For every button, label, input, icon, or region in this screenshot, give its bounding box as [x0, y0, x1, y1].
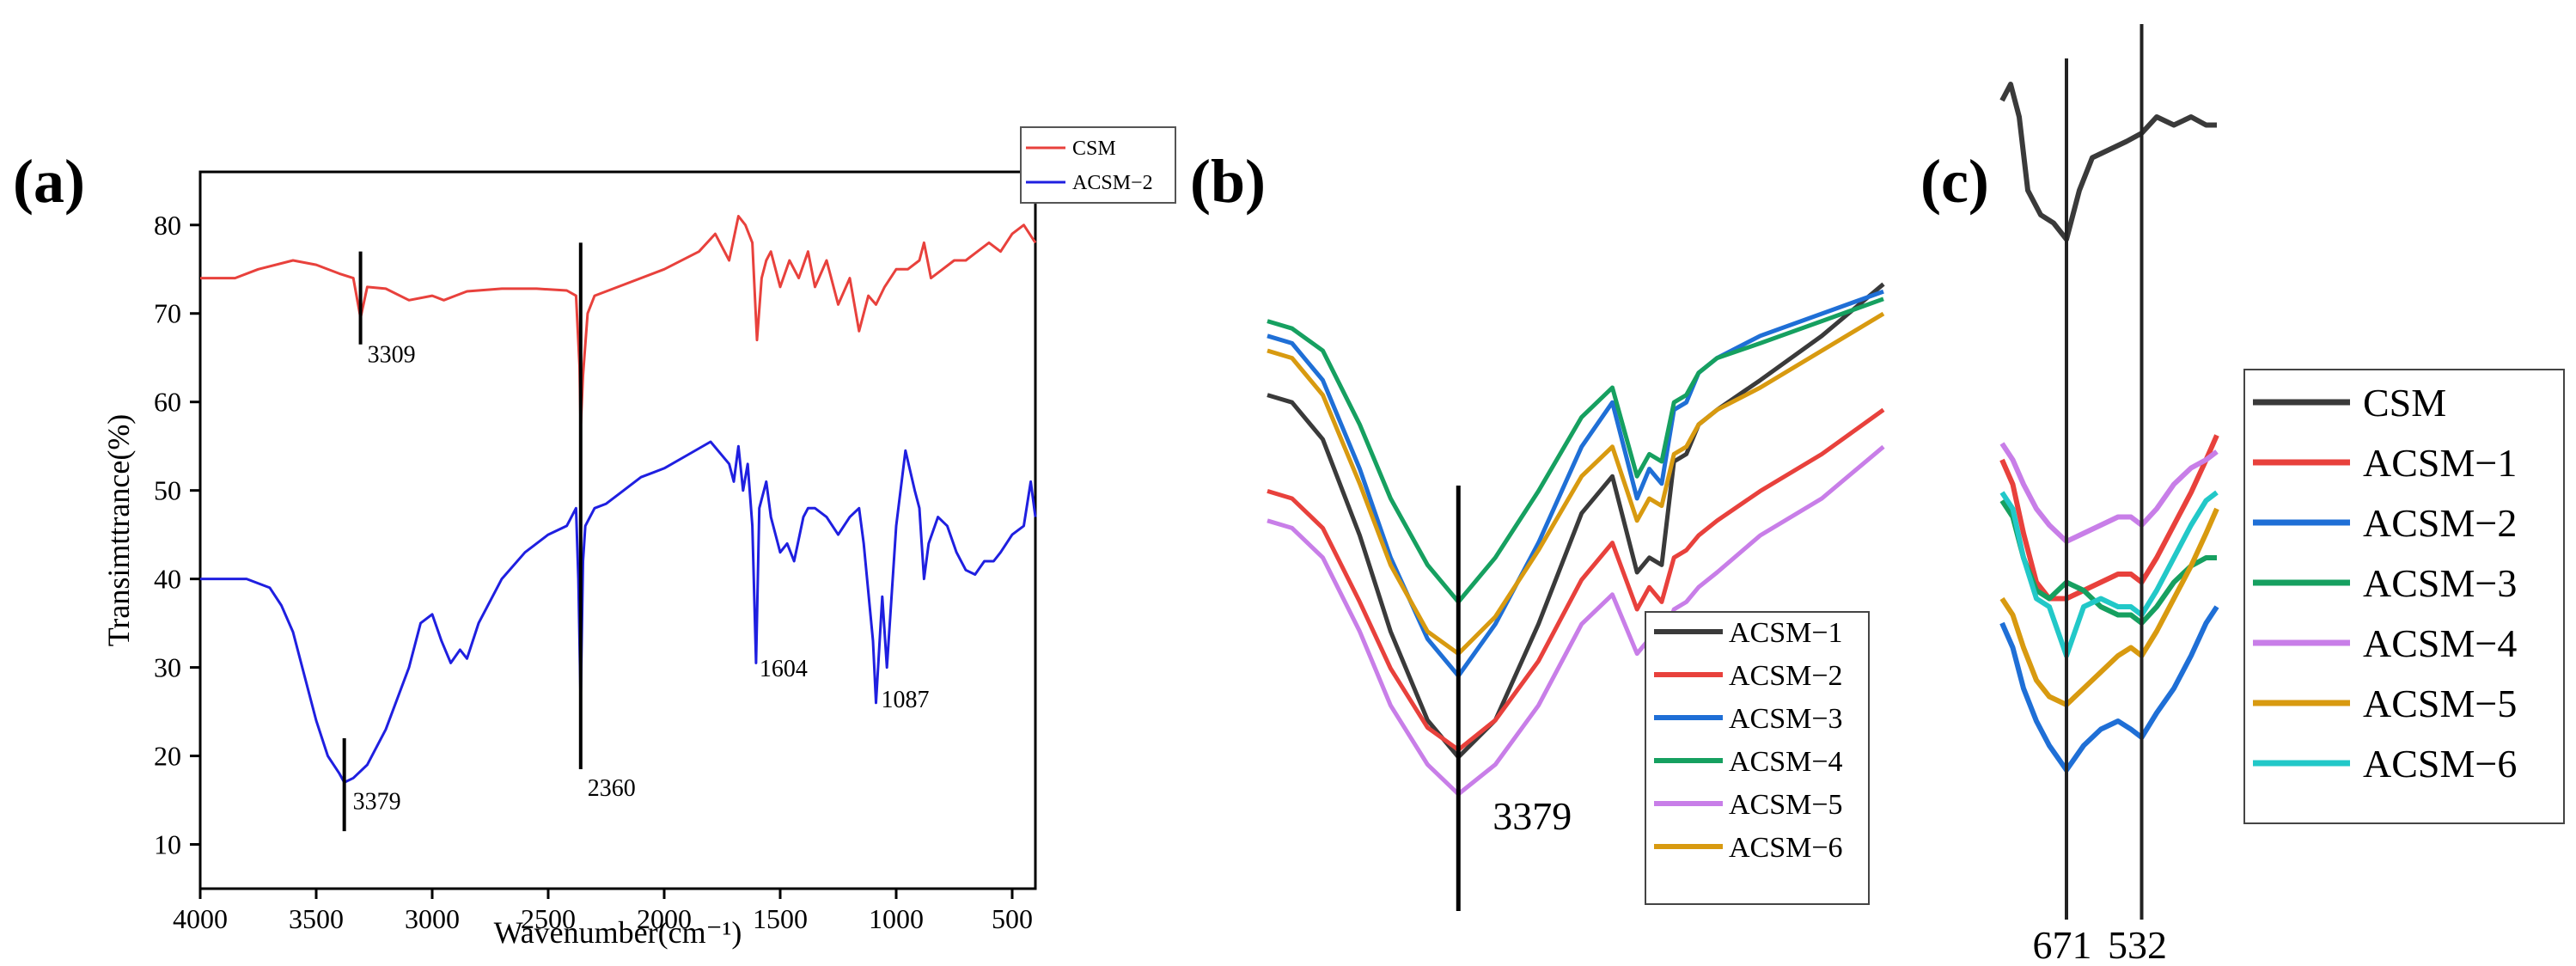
x-tick-label: 3500: [289, 903, 344, 934]
plot-frame-a: [198, 170, 1037, 890]
annotation-label-3309: 3309: [368, 341, 416, 368]
series-line-acsm-2: [200, 440, 1037, 784]
x-tick-label: 2000: [637, 903, 692, 934]
panel-label-c: (c): [1920, 147, 1989, 216]
legend-entries-b: ACSM−1 ACSM−2 ACSM−3 ACSM−4 ACSM−5 ACSM−6: [1654, 617, 1843, 864]
x-tick-label: 1500: [753, 903, 808, 934]
x-tick-label: 500: [992, 903, 1033, 934]
legend-label-acsm-5: ACSM−5: [2363, 682, 2517, 725]
y-tick-label: 60: [154, 387, 181, 418]
legend-label-acsm-4: ACSM−4: [2363, 621, 2517, 665]
panel-c: 671 532 CSM ACSM−1 ACSM−2 ACSM−3 ACSM−4 ACSM−…: [1999, 24, 2565, 966]
legend-label-acsm-1: ACSM−1: [1729, 617, 1843, 649]
series-line-acsm-4: [1999, 442, 2219, 544]
legend-a: CSM ACSM−2: [1020, 126, 1176, 204]
marker-label-3379: 3379: [1492, 794, 1572, 838]
legend-label-acsm-2: ACSM−2: [1729, 660, 1843, 692]
y-tick-label: 20: [154, 741, 181, 772]
y-tick-label: 30: [154, 652, 181, 683]
series-line-acsm-6: [1999, 490, 2219, 658]
series-line-acsm-6: [1267, 311, 1885, 657]
annotation-label-2360: 2360: [588, 775, 636, 802]
y-tick-label: 70: [154, 298, 181, 329]
x-axis-label: Wavenumber(cm⁻¹): [494, 915, 742, 950]
series-line-acsm-2: [1267, 407, 1885, 752]
y-axis-label: Transimttrance(%): [101, 414, 136, 647]
series-line-acsm-5: [1267, 444, 1885, 797]
legend-label-csm: CSM: [1072, 138, 1116, 160]
x-tick-label: 4000: [173, 903, 228, 934]
legend-label-acsm-5: ACSM−5: [1729, 789, 1843, 821]
panel-label-a: (a): [13, 147, 85, 216]
annotation-label-3379: 3379: [353, 788, 401, 815]
legend-label-acsm-1: ACSM−1: [2363, 441, 2517, 485]
series-group-c: [1999, 82, 2219, 773]
series-line-acsm-5: [1999, 507, 2219, 707]
legend-label-acsm-2: ACSM−2: [2363, 501, 2517, 545]
legend-label-acsm-4: ACSM−4: [1729, 746, 1843, 778]
annotation-group-a: 3309 2360 3379 1604 1087: [342, 242, 930, 832]
series-line-acsm-1: [1999, 434, 2219, 602]
y-tick-label: 10: [154, 829, 181, 860]
y-axis-ticks: 10 20 30 40 50 60 70 80: [154, 210, 200, 860]
x-tick-label: 3000: [405, 903, 460, 934]
x-tick-label: 1000: [869, 903, 924, 934]
legend-label-acsm-3: ACSM−3: [1729, 703, 1843, 735]
annotation-label-1604: 1604: [760, 656, 808, 682]
series-group-b: [1267, 282, 1885, 797]
legend-c: CSM ACSM−1 ACSM−2 ACSM−3 ACSM−4 ACSM−5 ACSM−6: [2243, 369, 2565, 824]
series-line-csm: [200, 215, 1037, 431]
panel-label-b: (b): [1190, 147, 1266, 216]
legend-b: ACSM−1 ACSM−2 ACSM−3 ACSM−4 ACSM−5 ACSM−6: [1645, 611, 1870, 905]
marker-label-671: 671: [2033, 923, 2092, 966]
panel-a: 4000 3500 3000 2500 2000 1500 1000 500 10 20 30 40…: [101, 126, 1176, 950]
series-group-a: [200, 215, 1037, 784]
legend-box-c: [2243, 369, 2565, 824]
x-tick-label: 2500: [521, 903, 576, 934]
annotation-label-1087: 1087: [882, 687, 930, 713]
legend-label-acsm-6: ACSM−6: [2363, 742, 2517, 786]
series-line-csm: [1999, 82, 2217, 242]
legend-label-acsm-3: ACSM−3: [2363, 561, 2517, 605]
y-tick-label: 80: [154, 210, 181, 241]
legend-label-acsm-6: ACSM−6: [1729, 832, 1843, 864]
series-line-acsm-4: [1267, 297, 1884, 604]
legend-label-csm: CSM: [2363, 381, 2446, 425]
series-line-acsm-2: [1999, 605, 2219, 773]
legend-entries-c: CSM ACSM−1 ACSM−2 ACSM−3 ACSM−4 ACSM−5 ACSM−6: [2253, 381, 2517, 786]
panel-b: 3379 ACSM−1ACSM−2ACSM−3ACSM−4ACSM−5ACSM−…: [1267, 282, 1885, 911]
x-axis-ticks: 4000 3500 3000 2500 2000 1500 1000 500: [173, 889, 1033, 934]
legend-label-acsm-2: ACSM−2: [1072, 172, 1153, 194]
marker-label-532: 532: [2108, 923, 2167, 966]
y-tick-label: 40: [154, 564, 181, 595]
legend-box-a: [1020, 126, 1176, 204]
y-tick-label: 50: [154, 475, 181, 506]
